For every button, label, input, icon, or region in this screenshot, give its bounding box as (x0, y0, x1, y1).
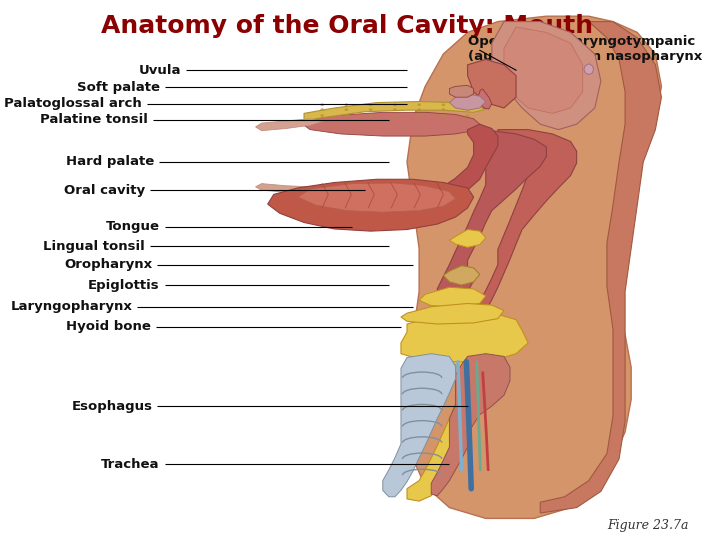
Text: Palatine tonsil: Palatine tonsil (40, 113, 148, 126)
Polygon shape (449, 230, 486, 247)
Polygon shape (467, 59, 516, 108)
Polygon shape (584, 64, 593, 75)
Ellipse shape (393, 114, 397, 117)
Ellipse shape (320, 103, 324, 106)
Text: Palatoglossal arch: Palatoglossal arch (4, 97, 142, 110)
Ellipse shape (345, 114, 348, 117)
Polygon shape (407, 16, 662, 518)
Ellipse shape (369, 108, 372, 111)
Polygon shape (467, 130, 577, 334)
Polygon shape (304, 102, 486, 121)
Ellipse shape (345, 108, 348, 111)
Text: Esophagus: Esophagus (71, 400, 153, 413)
Text: Epiglottis: Epiglottis (89, 279, 160, 292)
Polygon shape (274, 194, 444, 213)
Polygon shape (268, 179, 474, 231)
Text: Opening of pharyngotympanic
(auditory) tube in nasopharynx: Opening of pharyngotympanic (auditory) t… (467, 35, 702, 63)
Polygon shape (431, 354, 510, 496)
Text: Anatomy of the Oral Cavity: Mouth: Anatomy of the Oral Cavity: Mouth (101, 14, 593, 37)
Text: Laryngopharynx: Laryngopharynx (11, 300, 132, 313)
Text: Hard palate: Hard palate (66, 156, 154, 168)
Polygon shape (492, 22, 601, 130)
Ellipse shape (466, 114, 469, 117)
Polygon shape (298, 183, 456, 212)
Ellipse shape (393, 108, 397, 111)
Ellipse shape (345, 103, 348, 106)
Polygon shape (444, 266, 480, 285)
Ellipse shape (418, 108, 421, 111)
Text: Oropharynx: Oropharynx (65, 258, 153, 271)
Ellipse shape (320, 108, 324, 111)
Polygon shape (431, 124, 498, 201)
Polygon shape (540, 22, 662, 513)
Ellipse shape (393, 103, 397, 106)
Ellipse shape (466, 108, 469, 111)
Text: Oral cavity: Oral cavity (63, 184, 145, 197)
Ellipse shape (466, 103, 469, 106)
Polygon shape (449, 94, 486, 110)
Ellipse shape (320, 114, 324, 117)
Ellipse shape (441, 108, 445, 111)
Text: Uvula: Uvula (138, 64, 181, 77)
Polygon shape (401, 313, 528, 362)
Polygon shape (419, 287, 486, 307)
Text: Trachea: Trachea (102, 458, 160, 471)
Polygon shape (437, 130, 546, 303)
Text: Hyoid bone: Hyoid bone (66, 320, 150, 333)
Ellipse shape (441, 103, 445, 106)
Text: Figure 23.7a: Figure 23.7a (607, 519, 689, 532)
Ellipse shape (369, 114, 372, 117)
Text: Lingual tonsil: Lingual tonsil (43, 240, 145, 253)
Ellipse shape (418, 103, 421, 106)
Polygon shape (256, 119, 322, 131)
Polygon shape (504, 27, 582, 113)
Polygon shape (479, 89, 492, 109)
Polygon shape (256, 184, 322, 192)
Polygon shape (407, 354, 504, 501)
Polygon shape (449, 85, 474, 97)
Text: Soft palate: Soft palate (77, 81, 160, 94)
Text: Tongue: Tongue (106, 220, 160, 233)
Polygon shape (304, 112, 480, 136)
Polygon shape (401, 303, 504, 324)
Ellipse shape (441, 114, 445, 117)
Ellipse shape (418, 114, 421, 117)
Polygon shape (383, 354, 456, 497)
Ellipse shape (369, 103, 372, 106)
